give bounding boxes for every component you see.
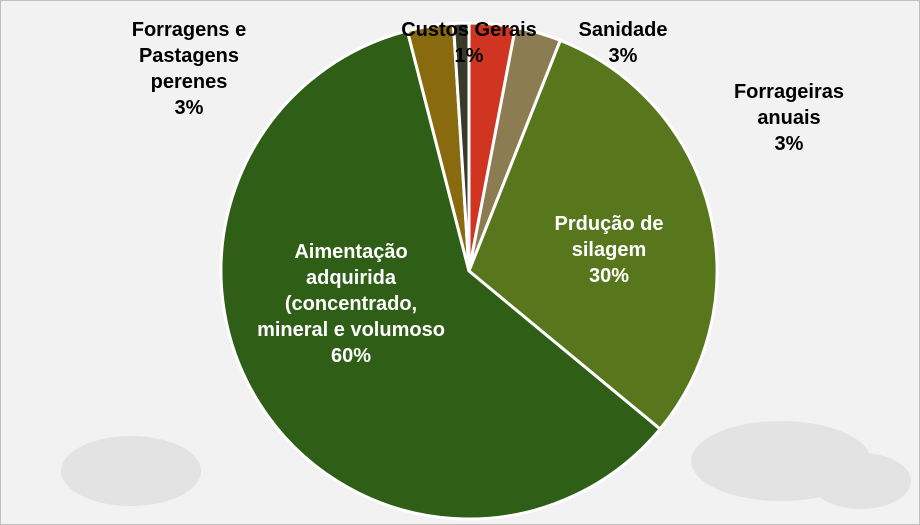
background-silhouettes [61, 421, 911, 509]
slice-label: Aimentação adquirida (concentrado, miner… [251, 239, 451, 369]
pie-slice [467, 38, 719, 432]
slice-label: Custos Gerais 1% [379, 17, 559, 69]
slice-label: Forragens e Pastagens perenes 3% [104, 17, 274, 121]
value-label: 30% [588, 265, 630, 287]
category-label: Sanidade [578, 19, 668, 41]
slice-label: Forrageiras anuais 3% [714, 79, 864, 157]
value-label: 60% [330, 345, 372, 367]
category-label: Custos Gerais [401, 19, 537, 41]
value-label: 3% [608, 45, 638, 67]
pie-slice [451, 21, 471, 272]
category-label: Forragens e Pastagens perenes [131, 19, 247, 93]
category-label: Prdução de silagem [554, 213, 664, 261]
category-label: Forrageiras anuais [733, 81, 845, 129]
value-label: 1% [454, 45, 484, 67]
value-label: 3% [174, 97, 204, 119]
value-label: 3% [774, 133, 804, 155]
pie-slice [219, 28, 663, 521]
slice-label: Sanidade 3% [563, 17, 683, 69]
slice-label: Prdução de silagem 30% [529, 211, 689, 289]
category-label: Aimentação adquirida (concentrado, miner… [257, 241, 445, 341]
